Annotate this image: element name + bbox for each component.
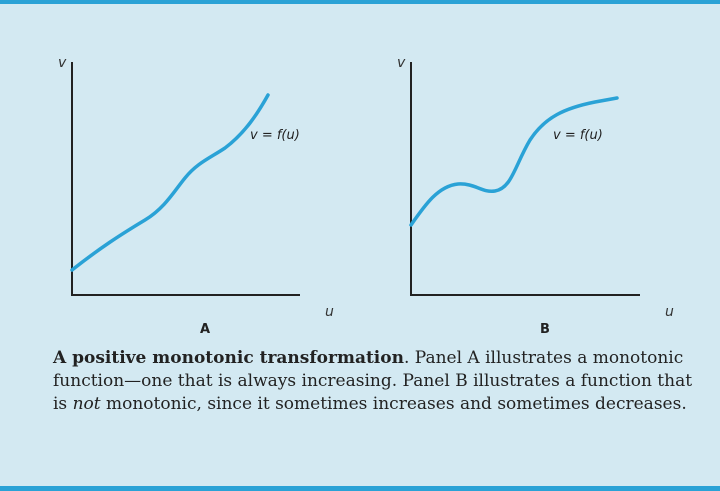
caption-emphasis: not [72,394,101,414]
panel-a-x-axis-label: u [325,304,334,320]
figure-panels: v u v = f(u) A v u v = f(u) B [58,55,674,337]
panel-a: v u v = f(u) A [58,55,334,337]
panel-b-x-axis-label: u [665,304,674,320]
panel-a-curve-label: v = f(u) [250,128,300,143]
caption-text-2: monotonic, since it sometimes increases … [100,394,687,414]
bottom-border [0,486,720,491]
panel-a-letter: A [200,322,210,337]
panel-b-letter: B [540,322,550,337]
panel-a-curve [70,93,270,272]
top-border [0,0,720,4]
panel-b: v u v = f(u) B [397,55,674,337]
caption-title: A positive monotonic transformation [53,348,404,368]
panel-b-curve-label: v = f(u) [553,128,603,143]
panel-b-y-axis-label: v [397,55,406,71]
caption-text-1: . Panel A illustrates a monotonic functi… [53,348,693,414]
panel-b-curve [409,96,619,227]
panel-a-y-axis-label: v [58,55,67,71]
figure-caption: A positive monotonic transformation. Pan… [53,347,693,416]
